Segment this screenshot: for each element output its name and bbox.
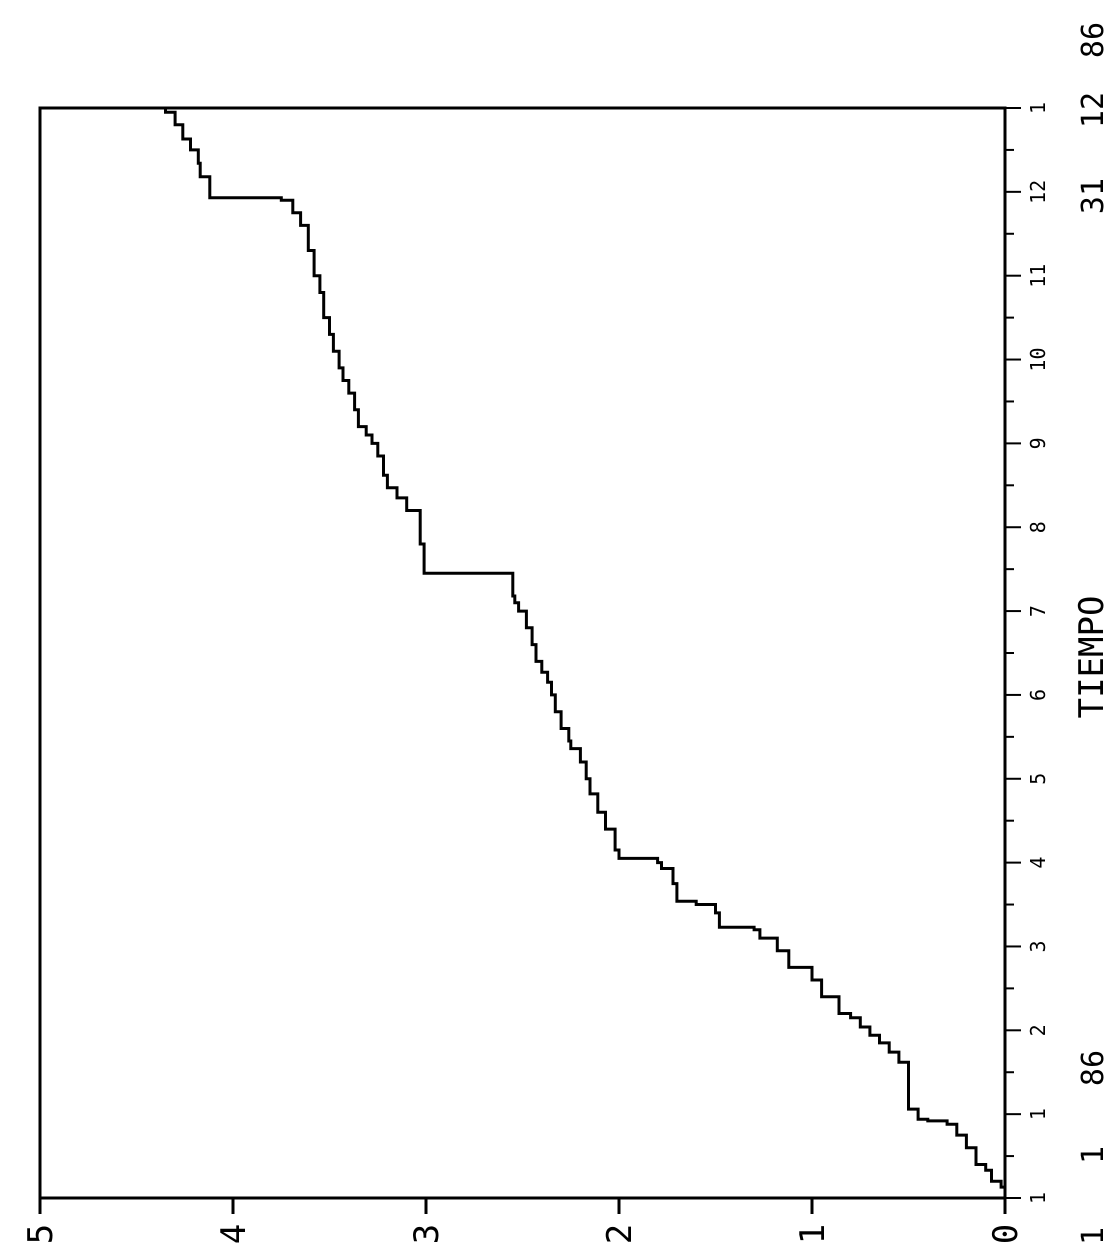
x-tick-label: 9 <box>1026 437 1050 449</box>
y-tick-label: 4 <box>214 1224 254 1244</box>
x-end-label-year: 86 <box>1076 22 1111 58</box>
x-tick-label: 7 <box>1026 605 1050 617</box>
x-start-label-day: 1 <box>1076 1146 1111 1164</box>
y-tick-label: 1 <box>793 1224 833 1244</box>
x-tick-label: 4 <box>1026 857 1050 869</box>
x-tick-label: 2 <box>1026 1024 1050 1036</box>
x-end-label-day: 31 <box>1076 178 1111 214</box>
y-tick-label: 0 <box>986 1224 1026 1244</box>
y-axis-ticks: 0 1 2 3 4 5 <box>21 1198 1026 1244</box>
x-axis-label: TIEMPO <box>1072 596 1112 719</box>
y-tick-label: 2 <box>600 1224 640 1244</box>
plot-frame <box>38 106 1007 1200</box>
series-line <box>155 106 1007 1198</box>
x-tick-label: 8 <box>1026 521 1050 533</box>
x-tick-label: 1 <box>1026 1108 1050 1120</box>
x-tick-label: 1 <box>1026 1192 1050 1204</box>
x-tick-label: 1 <box>1026 102 1050 114</box>
y-tick-label: 5 <box>21 1224 61 1244</box>
x-tick-label: 11 <box>1026 264 1050 288</box>
y-tick-label: 3 <box>407 1224 447 1244</box>
x-tick-label: 3 <box>1026 940 1050 952</box>
x-end-label-month: 12 <box>1076 92 1111 128</box>
x-tick-label: 10 <box>1026 347 1050 371</box>
x-tick-label: 5 <box>1026 773 1050 785</box>
x-tick-label: 12 <box>1026 180 1050 204</box>
corner-label: 1 <box>1076 1227 1111 1245</box>
x-tick-label: 6 <box>1026 689 1050 701</box>
x-start-label-year: 86 <box>1076 1050 1111 1086</box>
